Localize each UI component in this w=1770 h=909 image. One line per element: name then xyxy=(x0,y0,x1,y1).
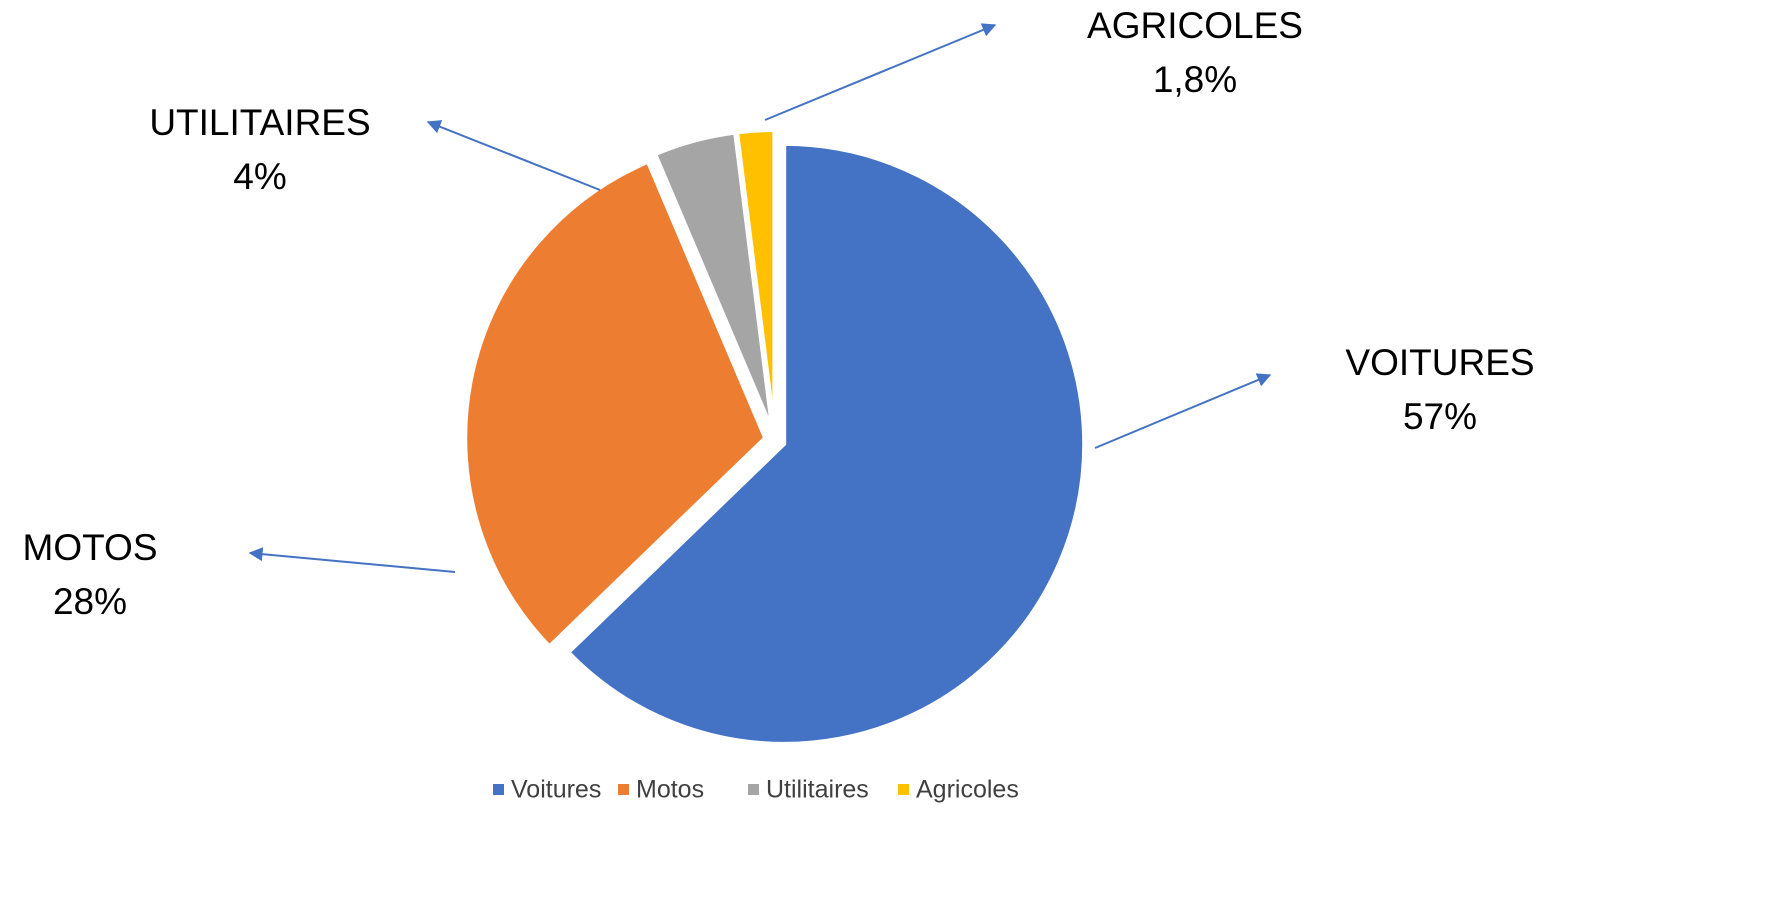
legend-swatch xyxy=(898,784,909,795)
leader-arrow xyxy=(1094,373,1272,449)
legend-swatch xyxy=(748,784,759,795)
data-label-value: 28% xyxy=(53,581,127,622)
legend-label: Agricoles xyxy=(916,776,1019,804)
leader-arrow xyxy=(426,120,601,191)
legend-swatch xyxy=(493,784,504,795)
leader-arrow xyxy=(248,547,456,573)
pie-slice xyxy=(463,159,768,650)
pie-slice xyxy=(734,128,777,431)
legend-label: Utilitaires xyxy=(766,776,869,804)
pie-slice xyxy=(565,141,1087,746)
legend-swatch xyxy=(618,784,629,795)
data-label-name: AGRICOLES xyxy=(1087,5,1303,46)
legend-label: Voitures xyxy=(511,776,601,804)
pie-slice xyxy=(652,130,775,432)
data-label-name: VOITURES xyxy=(1345,342,1534,383)
leader-arrow xyxy=(764,23,997,121)
data-label-name: UTILITAIRES xyxy=(149,102,370,143)
data-label-value: 1,8% xyxy=(1153,59,1237,100)
data-label-name: MOTOS xyxy=(23,527,158,568)
data-label-value: 4% xyxy=(233,156,286,197)
data-label-value: 57% xyxy=(1403,396,1477,437)
legend-label: Motos xyxy=(636,776,704,804)
